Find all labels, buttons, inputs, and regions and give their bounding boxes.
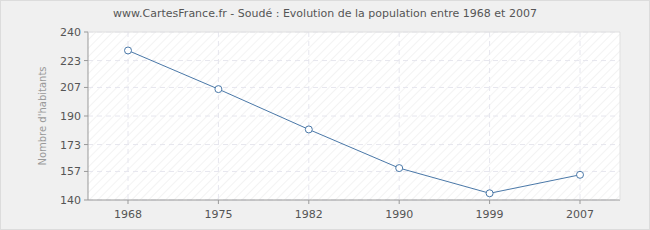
- x-tick-label: 1999: [476, 208, 504, 221]
- grid-line: [489, 32, 490, 200]
- x-tick-label: 2007: [566, 208, 594, 221]
- plot-frame: [88, 32, 620, 33]
- grid-line: [88, 32, 620, 33]
- x-tick: [399, 200, 400, 204]
- y-tick: [84, 60, 88, 61]
- data-point: [125, 47, 132, 54]
- data-point: [215, 86, 222, 93]
- y-tick-label: 157: [60, 165, 81, 178]
- data-point: [577, 171, 584, 178]
- background: [1, 1, 650, 230]
- series-group: [125, 47, 584, 197]
- y-tick-label: 190: [60, 110, 81, 123]
- grid-line: [218, 32, 219, 200]
- chart-container: 140 157 173 190 207 223 240 1968 1975 1982 1990 199…: [0, 0, 650, 230]
- chart-title: www.CartesFrance.fr - Soudé : Evolution …: [113, 7, 537, 20]
- y-tick: [84, 32, 88, 33]
- x-tick: [308, 200, 309, 204]
- y-axis: [88, 32, 89, 200]
- x-tick-label: 1982: [295, 208, 323, 221]
- x-tick: [218, 200, 219, 204]
- grid-line: [88, 60, 620, 61]
- data-point: [486, 190, 493, 197]
- grid-line: [399, 32, 400, 200]
- y-tick-label: 173: [60, 139, 81, 152]
- chart-svg: 140 157 173 190 207 223 240 1968 1975 1982 1990 199…: [0, 0, 650, 230]
- plot-hatch: [88, 32, 620, 200]
- y-tick: [84, 144, 88, 145]
- x-tick: [580, 200, 581, 204]
- y-tick-label: 140: [60, 194, 81, 207]
- series-line: [128, 50, 580, 193]
- y-axis-label: Nombre d'habitants: [37, 66, 48, 165]
- y-tick-label: 240: [60, 26, 81, 39]
- y-tick-label: 223: [60, 55, 81, 68]
- x-tick-label: 1975: [204, 208, 232, 221]
- plot-frame: [620, 32, 621, 200]
- grid-line: [88, 144, 620, 145]
- y-tick: [84, 87, 88, 88]
- x-tick: [489, 200, 490, 204]
- y-tick-label: 207: [60, 81, 81, 94]
- y-tick: [84, 116, 88, 117]
- grid-line: [128, 32, 129, 200]
- grid-line: [88, 171, 620, 172]
- x-tick: [128, 200, 129, 204]
- data-point: [305, 126, 312, 133]
- grid-line: [88, 200, 620, 201]
- plot-area: [88, 32, 620, 200]
- grid-line: [88, 116, 620, 117]
- data-point: [396, 165, 403, 172]
- x-tick-label: 1990: [385, 208, 413, 221]
- y-tick: [84, 171, 88, 172]
- x-axis: [88, 200, 620, 201]
- y-tick: [84, 200, 88, 201]
- grid-line: [88, 87, 620, 88]
- grid-line: [308, 32, 309, 200]
- x-tick-label: 1968: [114, 208, 142, 221]
